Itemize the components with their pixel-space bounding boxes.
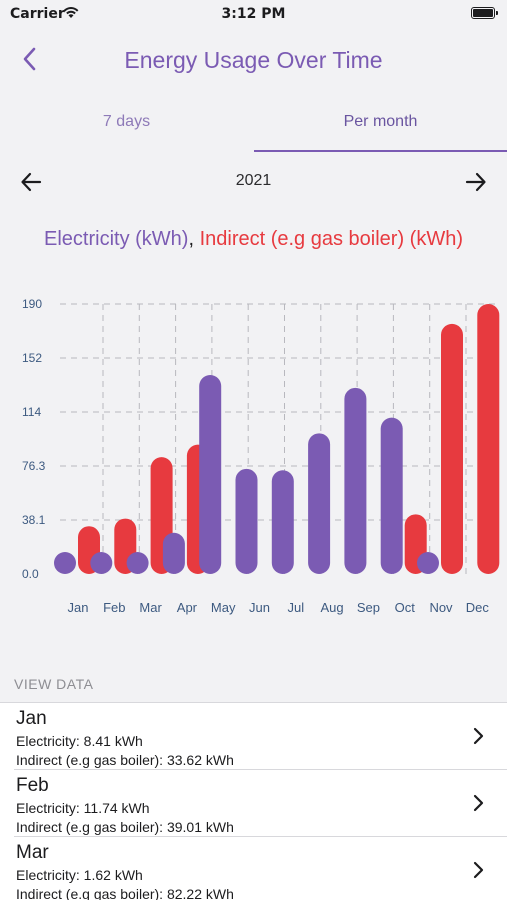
bar-indirect — [441, 323, 463, 574]
bar-electricity — [308, 433, 331, 574]
view-data-heading: VIEW DATA — [14, 676, 94, 692]
clock: 3:12 PM — [221, 6, 286, 22]
row-electricity: Electricity: 8.41 kWh — [16, 733, 143, 749]
bar-electricity — [344, 387, 367, 574]
wifi-icon — [63, 7, 79, 18]
page-title: Energy Usage Over Time — [124, 47, 383, 73]
bar-electricity — [380, 417, 403, 574]
bar-electricity — [235, 468, 258, 574]
tab-indicator — [254, 150, 507, 152]
x-tick-label: Jan — [68, 600, 89, 615]
energy-bar-chart: 0.0 38.1 76.3 114 152 190 Jan Feb Mar Apr May Jun Ju… — [22, 297, 500, 615]
x-tick-label: Feb — [103, 600, 125, 615]
year-selector: 2021 — [0, 164, 507, 200]
arrow-left-icon[interactable] — [18, 168, 46, 196]
x-tick-label: Jul — [287, 600, 304, 615]
x-tick-label: Nov — [429, 600, 453, 615]
row-indirect: Indirect (e.g gas boiler): 39.01 kWh — [16, 819, 234, 835]
y-tick-label: 0.0 — [22, 567, 39, 581]
list-item[interactable]: Feb Electricity: 11.74 kWh Indirect (e.g… — [14, 770, 507, 837]
year-label: 2021 — [235, 172, 272, 189]
tab-per-month[interactable]: Per month — [343, 113, 418, 130]
x-tick-label: Oct — [395, 600, 416, 615]
list-item[interactable]: Jan Electricity: 8.41 kWh Indirect (e.g … — [14, 703, 507, 770]
row-month: Mar — [16, 842, 49, 863]
x-tick-label: Aug — [321, 600, 344, 615]
carrier-label: Carrier — [10, 6, 65, 22]
row-electricity: Electricity: 11.74 kWh — [16, 800, 150, 816]
monthly-data-list: Jan Electricity: 8.41 kWh Indirect (e.g … — [0, 702, 507, 900]
bar-electricity — [54, 552, 76, 574]
y-tick-label: 76.3 — [22, 459, 46, 473]
bar-indirect — [477, 304, 500, 574]
chevron-right-icon — [473, 727, 484, 745]
y-tick-label: 114 — [22, 405, 41, 419]
x-tick-label: May — [211, 600, 236, 615]
legend-electricity: Electricity (kWh) — [44, 228, 189, 250]
period-tabs: 7 days Per month — [0, 100, 507, 154]
row-indirect: Indirect (e.g gas boiler): 33.62 kWh — [16, 752, 234, 768]
battery-icon — [471, 7, 498, 19]
tab-7-days[interactable]: 7 days — [102, 113, 151, 130]
row-indirect: Indirect (e.g gas boiler): 82.22 kWh — [16, 886, 234, 900]
legend-indirect: Indirect (e.g gas boiler) (kWh) — [199, 228, 463, 250]
bar-electricity — [90, 552, 113, 574]
chevron-right-icon — [473, 861, 484, 879]
legend-separator: , — [188, 228, 195, 250]
y-tick-label: 190 — [22, 297, 42, 311]
back-button[interactable] — [14, 44, 44, 74]
x-tick-label: Jun — [249, 600, 270, 615]
navigation-bar: Energy Usage Over Time — [0, 38, 507, 82]
x-tick-label: Dec — [466, 600, 490, 615]
x-tick-label: Apr — [177, 600, 198, 615]
bar-electricity — [199, 375, 222, 574]
arrow-right-icon[interactable] — [461, 168, 489, 196]
chevron-left-icon — [23, 47, 36, 71]
row-month: Jan — [16, 708, 47, 729]
chart-legend: Electricity (kWh), Indirect (e.g gas boi… — [0, 226, 507, 252]
row-month: Feb — [16, 775, 49, 796]
list-item[interactable]: Mar Electricity: 1.62 kWh Indirect (e.g … — [14, 837, 507, 900]
y-tick-label: 152 — [22, 351, 42, 365]
bar-electricity — [271, 470, 294, 574]
bar-electricity — [417, 552, 439, 574]
bar-electricity — [162, 532, 185, 574]
y-tick-label: 38.1 — [22, 513, 46, 527]
row-electricity: Electricity: 1.62 kWh — [16, 867, 143, 883]
x-tick-label: Mar — [139, 600, 162, 615]
x-tick-label: Sep — [357, 600, 380, 615]
chevron-right-icon — [473, 794, 484, 812]
bar-electricity — [126, 552, 149, 574]
status-bar: Carrier 3:12 PM — [0, 0, 507, 30]
